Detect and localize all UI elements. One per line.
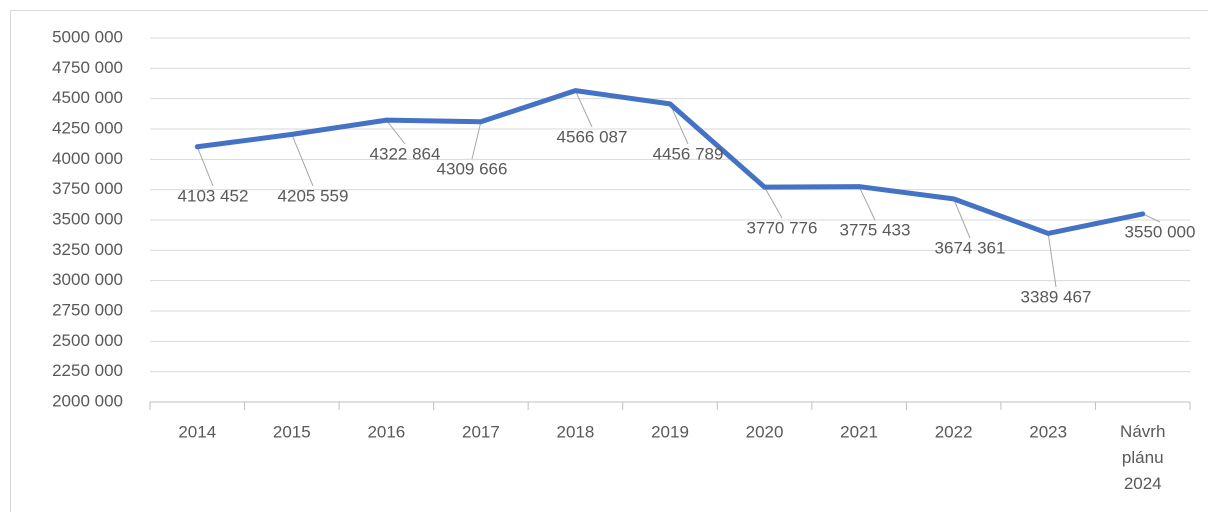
y-tick-label: 4250 000 bbox=[52, 118, 123, 137]
data-label: 3770 776 bbox=[747, 218, 818, 237]
leader-line bbox=[764, 186, 783, 219]
x-tick-label: 2023 bbox=[1029, 422, 1067, 441]
data-label: 4566 087 bbox=[557, 127, 628, 146]
y-tick-label: 3250 000 bbox=[52, 240, 123, 259]
leader-line bbox=[385, 119, 406, 145]
y-tick-label: 4500 000 bbox=[52, 88, 123, 107]
y-tick-label: 3750 000 bbox=[52, 179, 123, 198]
data-label: 3674 361 bbox=[935, 238, 1006, 257]
leader-line bbox=[471, 121, 482, 160]
leader-line bbox=[858, 186, 876, 221]
data-label: 4456 789 bbox=[653, 144, 724, 163]
x-tick-label: Návrh plánu 2024 bbox=[1120, 422, 1165, 493]
y-tick-label: 3500 000 bbox=[52, 209, 123, 228]
data-label: 3550 000 bbox=[1125, 222, 1196, 241]
data-line bbox=[194, 88, 1146, 236]
leader-line bbox=[574, 90, 593, 128]
leader-line bbox=[1142, 213, 1161, 223]
data-label: 3389 467 bbox=[1021, 287, 1092, 306]
leader-line bbox=[196, 146, 214, 187]
x-tick-label: 2021 bbox=[840, 422, 878, 441]
x-tick-label: 2019 bbox=[651, 422, 689, 441]
leader-line bbox=[291, 134, 314, 187]
leader-line bbox=[669, 103, 689, 145]
y-tick-label: 5000 000 bbox=[52, 27, 123, 46]
x-tick-label: 2020 bbox=[746, 422, 784, 441]
y-tick-label: 2250 000 bbox=[52, 361, 123, 380]
y-tick-label: 4000 000 bbox=[52, 149, 123, 168]
x-tick-label: 2016 bbox=[367, 422, 405, 441]
x-tick-label: 2022 bbox=[935, 422, 973, 441]
data-label: 4309 666 bbox=[437, 159, 508, 178]
y-tick-label: 2000 000 bbox=[52, 391, 123, 410]
chart-frame bbox=[10, 10, 1208, 512]
x-tick-label: 2014 bbox=[178, 422, 216, 441]
data-label: 4205 559 bbox=[278, 186, 349, 205]
y-tick-label: 3000 000 bbox=[52, 270, 123, 289]
y-tick-label: 2500 000 bbox=[52, 331, 123, 350]
data-label: 4322 864 bbox=[370, 144, 441, 163]
y-tick-label: 4750 000 bbox=[52, 58, 123, 77]
y-tick-label: 2750 000 bbox=[52, 300, 123, 319]
data-label: 3775 433 bbox=[840, 220, 911, 239]
x-tick-label: 2018 bbox=[557, 422, 595, 441]
x-tick-label: 2017 bbox=[462, 422, 500, 441]
data-label: 4103 452 bbox=[178, 186, 249, 205]
leader-line bbox=[1047, 233, 1057, 288]
leader-line bbox=[953, 198, 971, 239]
x-tick-label: 2015 bbox=[273, 422, 311, 441]
